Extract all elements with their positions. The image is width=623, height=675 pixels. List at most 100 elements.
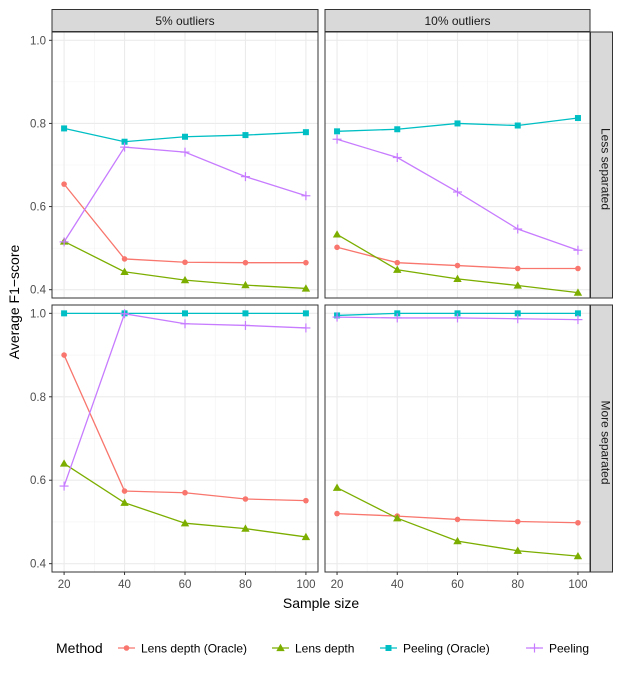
data-point	[303, 259, 309, 266]
data-point	[334, 128, 341, 135]
panel	[324, 31, 591, 299]
data-point	[182, 310, 188, 317]
data-point	[513, 281, 522, 289]
x-tick-label: 100	[568, 579, 587, 591]
x-tick-label: 80	[239, 579, 252, 591]
data-point	[394, 259, 401, 266]
legend-key-marker	[530, 643, 539, 653]
data-point	[180, 275, 190, 284]
col-strip-label: 5% outliers	[155, 14, 214, 28]
data-point	[61, 181, 67, 187]
data-point	[514, 518, 521, 525]
y-tick-label: 0.8	[30, 118, 46, 130]
data-point	[180, 147, 190, 157]
data-point	[242, 496, 249, 502]
x-tick-label: 20	[331, 579, 344, 591]
panel-border	[51, 31, 319, 299]
data-point	[61, 125, 68, 132]
data-point	[513, 224, 523, 234]
data-point	[513, 546, 522, 554]
data-point	[180, 319, 190, 329]
data-point	[59, 237, 69, 247]
col-strip-label: 10% outliers	[424, 14, 490, 28]
data-point	[332, 134, 342, 144]
legend-label: Peeling	[549, 642, 589, 656]
data-point	[242, 259, 249, 266]
data-point	[301, 323, 311, 333]
legend-key-marker	[276, 643, 285, 652]
data-point	[182, 259, 188, 266]
data-point	[59, 481, 69, 491]
x-tick-label: 100	[296, 579, 315, 591]
data-point	[453, 274, 462, 283]
data-point	[302, 129, 309, 136]
data-point	[514, 310, 521, 317]
legend-key-marker	[123, 645, 130, 651]
data-point	[454, 262, 461, 269]
data-point	[392, 313, 402, 323]
data-point	[120, 142, 130, 152]
data-point	[454, 120, 461, 127]
legend-label: Lens depth (Oracle)	[141, 642, 247, 656]
data-point	[394, 310, 401, 317]
data-point	[575, 519, 581, 526]
data-point	[242, 310, 249, 317]
x-tick-label: 60	[179, 579, 192, 591]
data-point	[454, 310, 461, 317]
data-point	[302, 310, 309, 317]
y-tick-label: 1.0	[30, 35, 46, 47]
data-point	[453, 536, 462, 545]
data-point	[241, 280, 250, 289]
data-point	[332, 483, 342, 491]
data-point	[575, 265, 581, 272]
data-point	[392, 153, 402, 163]
panel	[51, 31, 319, 299]
data-point	[120, 498, 129, 506]
legend-label: Peeling (Oracle)	[403, 642, 490, 656]
legend-item: Lens depth (Oracle)	[118, 642, 247, 656]
data-point	[573, 288, 583, 296]
y-tick-label: 0.4	[30, 285, 47, 297]
data-point	[573, 245, 583, 255]
data-point	[240, 320, 250, 330]
data-point	[180, 518, 190, 527]
axes-layer: 0.4 0.6 0.8 1.0 0.4 0.6 0.8 1.0 20 40 60 80 100 20 40 6…	[6, 35, 588, 611]
data-point	[393, 513, 402, 522]
legend-key-marker	[385, 645, 392, 651]
y-tick-label: 0.6	[30, 475, 46, 487]
row-strip-label: Less separated	[599, 128, 613, 210]
data-point	[332, 230, 342, 238]
data-point	[59, 459, 69, 467]
y-tick-label: 0.8	[30, 392, 46, 404]
data-point	[513, 314, 523, 324]
legend-item: Peeling (Oracle)	[380, 642, 490, 656]
data-point	[574, 310, 581, 317]
data-point	[574, 115, 581, 122]
legend-layer: Method Lens depth (Oracle) Lens depth Peeli…	[56, 640, 589, 656]
row-strip-label: More separated	[599, 400, 613, 484]
legend-item: Lens depth	[272, 642, 354, 656]
y-axis-title: Average F1−score	[6, 245, 22, 360]
panel	[324, 304, 591, 573]
data-point	[120, 309, 130, 319]
data-point	[242, 132, 249, 139]
y-tick-label: 0.6	[30, 202, 46, 214]
panel-border	[324, 31, 591, 299]
data-point	[453, 187, 462, 197]
x-tick-label: 80	[511, 579, 524, 591]
panel	[51, 304, 319, 573]
data-point	[182, 133, 188, 140]
data-point	[394, 126, 401, 133]
data-point	[121, 256, 128, 262]
data-point	[61, 352, 67, 358]
data-point	[454, 516, 461, 523]
data-point	[241, 524, 250, 532]
data-point	[61, 310, 68, 317]
data-point	[121, 138, 128, 145]
data-point	[334, 244, 340, 251]
data-point	[514, 122, 521, 129]
legend-title: Method	[56, 640, 103, 656]
data-point	[182, 489, 188, 496]
data-point	[303, 497, 309, 504]
